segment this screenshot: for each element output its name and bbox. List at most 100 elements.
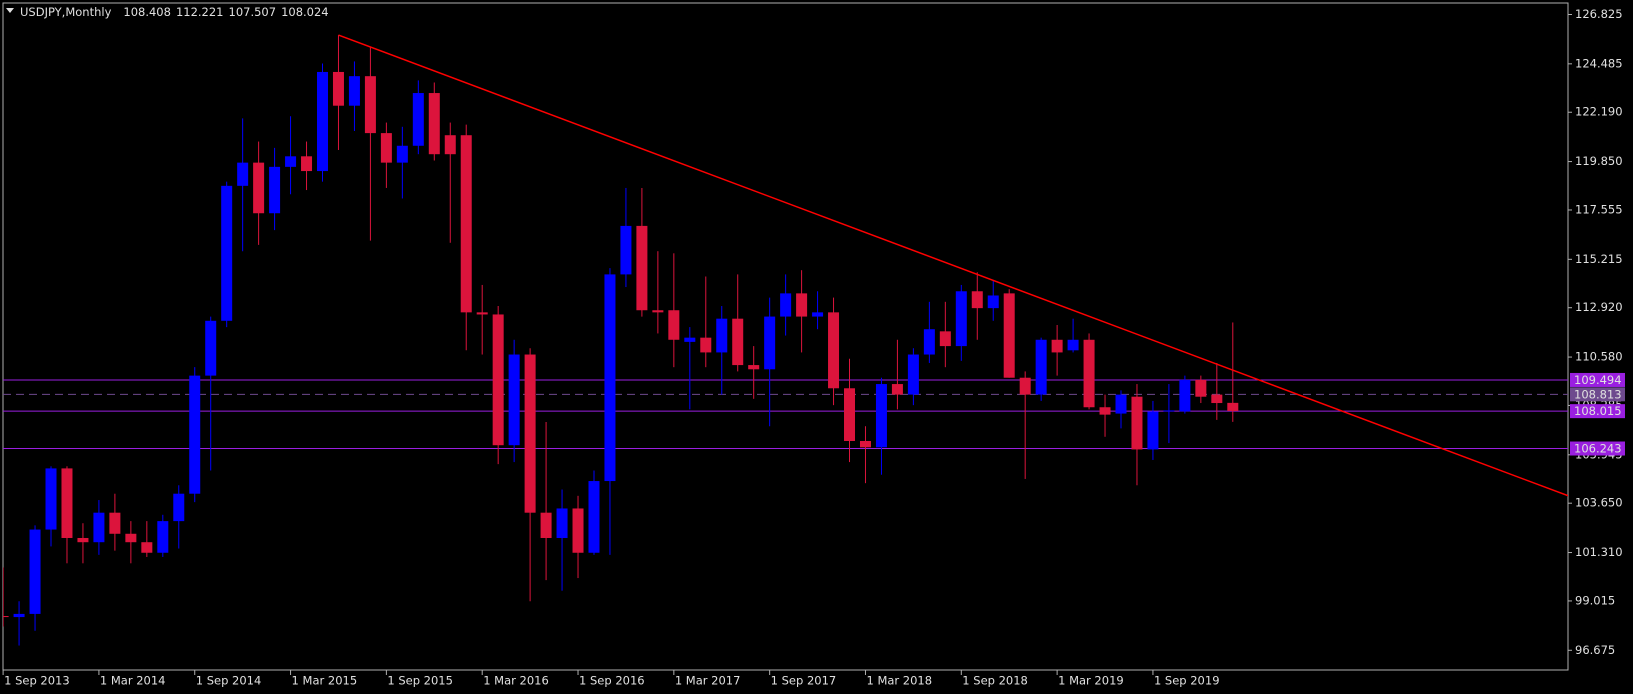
candle-body <box>748 365 760 370</box>
ohlc-value: 108.024 <box>281 5 329 19</box>
candle-body <box>796 293 808 317</box>
x-tick-label: 1 Sep 2015 <box>387 674 453 688</box>
y-tick-label: 110.580 <box>1575 350 1623 364</box>
x-tick-label: 1 Sep 2017 <box>771 674 837 688</box>
x-tick-label: 1 Mar 2018 <box>866 674 932 688</box>
y-tick-label: 112.920 <box>1575 300 1623 314</box>
x-tick-label: 1 Mar 2019 <box>1058 674 1124 688</box>
x-tick-label: 1 Sep 2013 <box>4 674 70 688</box>
y-tick-label: 117.555 <box>1575 202 1623 216</box>
x-tick-label: 1 Sep 2016 <box>579 674 645 688</box>
ohlc-value: 112.221 <box>176 5 224 19</box>
y-tick-label: 119.850 <box>1575 154 1623 168</box>
candle-body <box>508 354 520 446</box>
level-label: 106.243 <box>1574 442 1622 456</box>
candle-body <box>700 337 712 353</box>
candle-body <box>380 133 392 163</box>
candle-body <box>1211 394 1223 404</box>
candle-body <box>189 375 201 494</box>
candle-body <box>684 337 696 342</box>
candle-body <box>492 314 504 446</box>
candle-body <box>812 312 824 317</box>
candle-body <box>1019 377 1031 395</box>
chart-header: USDJPY,Monthly 108.408 112.221 107.507 108.0… <box>20 5 329 19</box>
trend-line <box>338 34 1568 497</box>
candle-body <box>923 329 935 355</box>
candle-body <box>524 354 536 513</box>
candle-body <box>844 388 856 441</box>
candle-body <box>1179 379 1191 412</box>
candle-body <box>61 468 73 538</box>
plot-frame <box>2 2 1569 671</box>
y-tick-label: 101.310 <box>1575 545 1623 559</box>
candle-body <box>13 613 25 618</box>
candle-body <box>875 384 887 448</box>
candle-body <box>1035 339 1047 395</box>
x-tick-label: 1 Mar 2017 <box>675 674 741 688</box>
x-tick-label: 1 Sep 2018 <box>962 674 1028 688</box>
candle-body <box>301 156 313 172</box>
candle-body <box>620 225 632 275</box>
candle-body <box>780 293 792 317</box>
candle-body <box>572 508 584 553</box>
candle-body <box>317 71 328 172</box>
candle-body <box>1051 339 1063 353</box>
candle-body <box>891 384 903 395</box>
candle-body <box>907 354 919 395</box>
candle-body <box>253 162 265 214</box>
candle-body <box>205 320 217 376</box>
candle-body <box>764 316 776 370</box>
collapse-triangle[interactable] <box>6 8 14 13</box>
candle-body <box>444 135 456 155</box>
candle-body <box>157 521 169 553</box>
candle-body <box>45 468 57 530</box>
candle-body <box>1003 293 1015 378</box>
candle-body <box>556 508 568 538</box>
candle-body <box>412 93 424 146</box>
candle-body <box>221 185 233 321</box>
candle-body <box>141 542 153 553</box>
candle-body <box>1067 339 1079 351</box>
ohlc-value: 108.408 <box>123 5 171 19</box>
level-label-box <box>1570 372 1625 387</box>
level-label: 108.015 <box>1574 404 1622 418</box>
level-label-box <box>1570 404 1625 419</box>
y-tick-label: 103.650 <box>1575 496 1623 510</box>
candle-body <box>285 156 297 167</box>
symbol: USDJPY,Monthly <box>20 5 112 19</box>
y-tick-label: 126.825 <box>1575 7 1623 21</box>
candle-body <box>1099 407 1111 415</box>
x-tick-label: 1 Sep 2014 <box>196 674 262 688</box>
candle-body <box>939 331 951 347</box>
candle-body <box>109 512 121 534</box>
level-label: 108.813 <box>1574 387 1622 401</box>
candle-body <box>1227 402 1239 411</box>
candle-body <box>588 481 600 553</box>
candle-body <box>476 312 488 315</box>
candle-body <box>1163 410 1175 412</box>
candle-body <box>428 93 440 155</box>
candle-body <box>3 616 9 618</box>
level-label: 109.494 <box>1574 373 1622 387</box>
candle-body <box>652 310 664 313</box>
candle-body <box>460 135 472 313</box>
y-tick-label: 124.485 <box>1575 56 1623 70</box>
candle-body <box>1131 396 1143 450</box>
candle-body <box>364 76 376 134</box>
candle-body <box>828 312 840 389</box>
candle-body <box>77 537 89 543</box>
x-tick-label: 1 Mar 2015 <box>292 674 358 688</box>
candle-body <box>93 512 105 543</box>
candle-body <box>125 533 137 543</box>
candle-body <box>668 310 680 340</box>
candle-body <box>716 318 728 353</box>
candle-body <box>1195 379 1207 397</box>
level-label-box <box>1570 441 1625 456</box>
candle-body <box>1083 339 1095 408</box>
ohlc-value: 107.507 <box>229 5 277 19</box>
candle-body <box>29 529 41 614</box>
candle-body <box>396 145 408 163</box>
candle-body <box>269 166 281 214</box>
candle-body <box>173 493 185 522</box>
